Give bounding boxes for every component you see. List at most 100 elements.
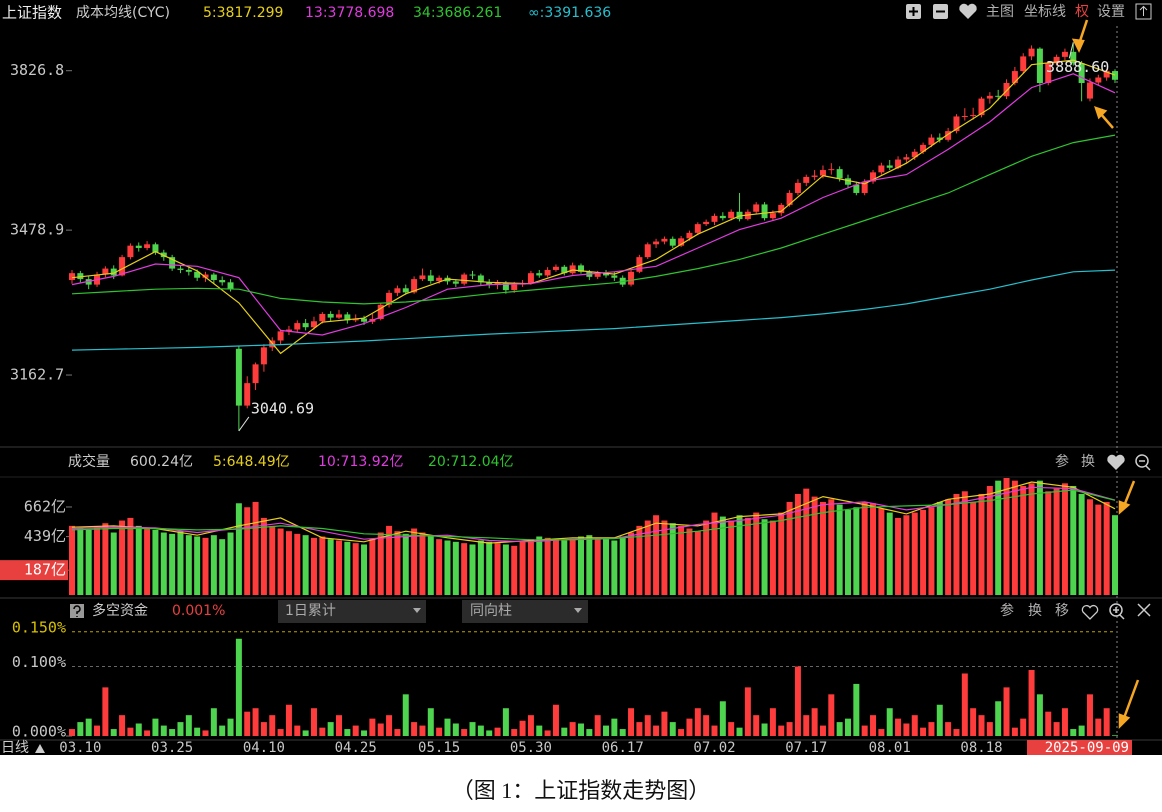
- bar: [953, 729, 960, 736]
- legend-entry: 20:712.04亿: [428, 454, 514, 470]
- zoom-button[interactable]: [1109, 603, 1123, 617]
- candle-body: [895, 159, 902, 168]
- bar: [244, 711, 251, 736]
- panel-title: 多空资金: [92, 602, 148, 619]
- bar: [920, 509, 927, 595]
- x-tick-label: 04.10: [243, 740, 285, 756]
- bar: [102, 523, 109, 595]
- bar: [636, 525, 643, 595]
- candle-body: [536, 273, 543, 276]
- y-tick-label: 439亿: [24, 527, 66, 545]
- bar: [895, 517, 902, 595]
- candle-body: [436, 277, 443, 281]
- bar: [269, 715, 276, 736]
- bar: [177, 531, 184, 595]
- panel-button[interactable]: 换: [1028, 602, 1042, 619]
- bar: [277, 729, 284, 736]
- x-tick-label: 2025-09-09: [1045, 740, 1129, 756]
- x-tick-label: 03.10: [59, 740, 101, 756]
- bar: [361, 544, 368, 595]
- panel-button[interactable]: 换: [1081, 453, 1095, 470]
- bar: [352, 543, 359, 595]
- legend-entry: 13:3778.698: [305, 5, 394, 21]
- candle-body: [194, 271, 201, 278]
- bar: [828, 499, 835, 595]
- bar: [1020, 718, 1027, 736]
- bar: [144, 528, 151, 595]
- toolbar: 主图 坐标线 权 设置: [906, 3, 1152, 20]
- toolbar-button[interactable]: 坐标线: [1024, 4, 1066, 20]
- period-toggle[interactable]: [35, 744, 45, 753]
- candle-body: [1070, 51, 1077, 64]
- y-tick-label: 662亿: [24, 497, 66, 515]
- panel-button[interactable]: 参: [1000, 602, 1014, 619]
- candle-body: [778, 204, 785, 214]
- bar: [1095, 718, 1102, 736]
- bar: [644, 715, 651, 736]
- bar: [369, 718, 376, 736]
- bar: [1086, 694, 1093, 736]
- bar: [327, 539, 334, 595]
- bar: [661, 520, 668, 595]
- bar: [1053, 488, 1060, 595]
- zoom-button[interactable]: [1135, 454, 1149, 468]
- bar: [135, 525, 142, 595]
- favorite-button[interactable]: [1081, 605, 1099, 620]
- bar: [119, 520, 126, 595]
- bar: [903, 515, 910, 595]
- panel-button[interactable]: 移: [1055, 603, 1069, 619]
- bar: [227, 532, 234, 595]
- candle-body: [110, 268, 117, 276]
- candle-body: [327, 313, 334, 318]
- bar: [861, 501, 868, 595]
- bar: [310, 537, 317, 595]
- dropdown[interactable]: [462, 600, 588, 623]
- close-button[interactable]: [1137, 603, 1151, 617]
- dropdown[interactable]: [278, 600, 426, 623]
- candle-body: [486, 282, 493, 285]
- bar: [936, 704, 943, 736]
- candle-body: [661, 238, 668, 242]
- bar: [995, 480, 1002, 595]
- bar: [486, 541, 493, 595]
- candle-body: [202, 274, 209, 278]
- favorite-button[interactable]: [959, 3, 977, 19]
- candle-body: [811, 175, 818, 177]
- x-tick-label: 07.02: [693, 740, 735, 756]
- dropdown-arrow: [574, 608, 582, 613]
- panel-button[interactable]: 参: [1055, 453, 1069, 470]
- bar: [661, 711, 668, 736]
- export-button[interactable]: [1135, 3, 1152, 20]
- bar: [452, 541, 459, 595]
- bar: [911, 715, 918, 736]
- favorite-button[interactable]: [1107, 454, 1125, 470]
- bar: [227, 718, 234, 736]
- current-value-box: [0, 560, 68, 581]
- bar: [411, 722, 418, 736]
- candle-body: [285, 329, 292, 332]
- dropdown-label: 1日累计: [285, 603, 336, 619]
- moving-average-line: [71, 73, 1116, 336]
- period-label[interactable]: 日线: [1, 740, 29, 756]
- bar: [527, 715, 534, 736]
- toolbar-button[interactable]: 设置: [1097, 4, 1125, 20]
- candle-body: [828, 169, 835, 171]
- bar: [978, 715, 985, 736]
- candle-body: [277, 331, 284, 341]
- candle-body: [544, 269, 551, 276]
- bar: [336, 540, 343, 595]
- moving-average-line: [71, 269, 1116, 351]
- candle-body: [511, 284, 518, 291]
- toolbar-button[interactable]: 主图: [986, 4, 1014, 20]
- annotation-arrow: [1122, 679, 1140, 719]
- candle-body: [678, 238, 685, 246]
- legend-entry: 5:648.49亿: [213, 454, 290, 470]
- bar: [636, 722, 643, 736]
- bar: [653, 515, 660, 595]
- toolbar-button[interactable]: 权: [1075, 4, 1089, 20]
- bar: [252, 708, 259, 736]
- candle-body: [69, 273, 75, 281]
- bar: [577, 723, 584, 736]
- legend-entry: 10:713.92亿: [318, 454, 404, 470]
- candle-body: [1078, 63, 1085, 83]
